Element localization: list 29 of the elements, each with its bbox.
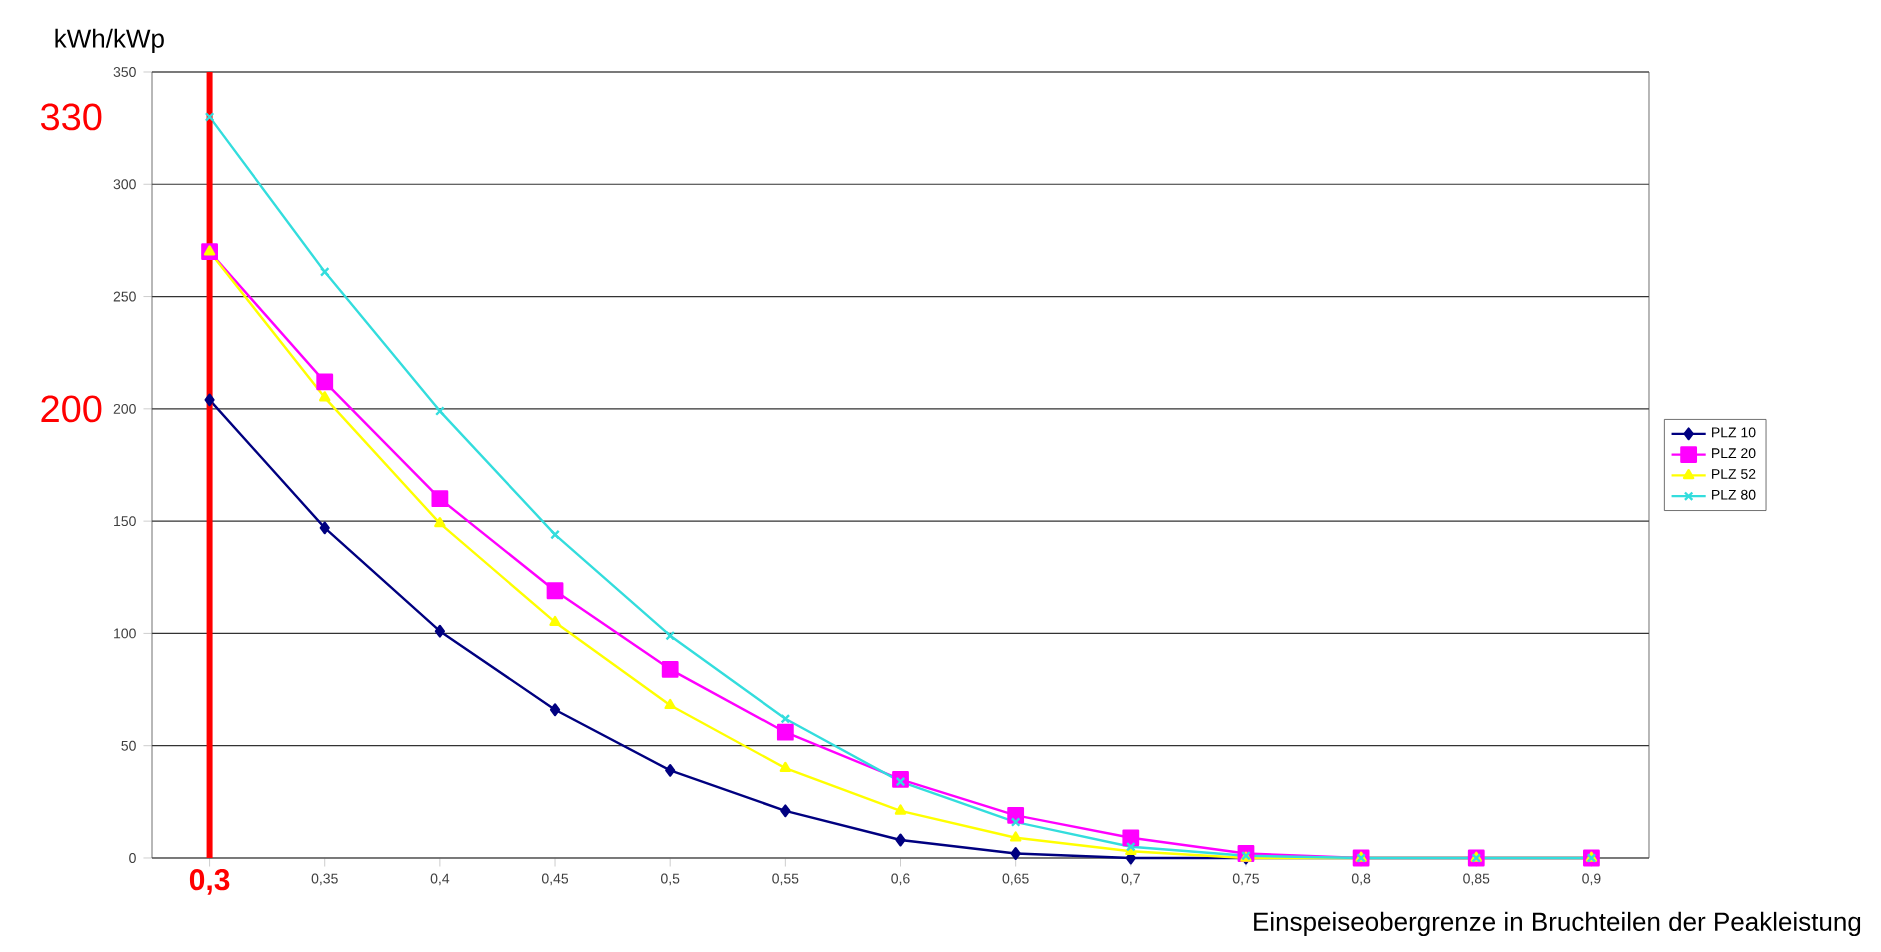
- y-tick-label: 350: [113, 67, 136, 77]
- y-tick-label: 50: [121, 740, 136, 751]
- y-tick-label: 100: [114, 628, 136, 639]
- y-tick-label: 250: [113, 291, 136, 302]
- x-axis-title: Einspeiseobergrenze in Bruchteilen der Peakleistung: [1254, 911, 1861, 937]
- y-tick-label: 300: [113, 179, 136, 190]
- y-tick-label: 150: [114, 516, 136, 527]
- y-axis-title: kWh/kWp: [55, 28, 164, 53]
- y-tick-label: 200: [113, 403, 136, 414]
- x-tick-label: 0,35: [311, 873, 338, 886]
- x-tick-label: 0,4: [430, 873, 450, 886]
- x-tick-label: 0,75: [1232, 873, 1259, 886]
- legend-label: PLZ 52: [1712, 469, 1756, 479]
- x-tick-label: 0,85: [1463, 873, 1490, 886]
- y-tick-label: 0: [129, 853, 136, 863]
- x-tick-label: 0,6: [891, 873, 910, 886]
- x-tick-label: 0,45: [541, 873, 569, 886]
- annotation: 200: [41, 395, 102, 423]
- legend-label: PLZ 20: [1712, 448, 1756, 459]
- x-tick-label: 0,8: [1351, 873, 1371, 886]
- x-tick-label: 0,9: [1582, 873, 1601, 886]
- legend-label: PLZ 80: [1712, 489, 1756, 500]
- annotation: 330: [40, 103, 102, 131]
- x-tick-label: 0,55: [772, 873, 799, 886]
- x-tick-label: 0,65: [1002, 873, 1029, 886]
- x-tick-label: 0,7: [1121, 873, 1140, 886]
- ref-line-label: 0,3: [189, 869, 230, 895]
- x-tick-label: 0,5: [661, 873, 680, 886]
- legend-label: PLZ 10: [1712, 427, 1756, 438]
